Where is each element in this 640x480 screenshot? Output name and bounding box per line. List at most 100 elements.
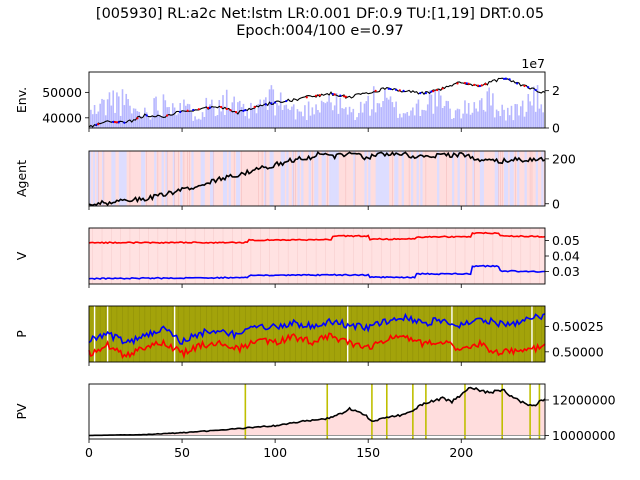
volume-bar bbox=[103, 99, 105, 128]
volume-bar bbox=[203, 116, 206, 128]
sell-action-band bbox=[336, 151, 339, 206]
volume-bar bbox=[399, 113, 401, 128]
volume-bar bbox=[201, 112, 204, 128]
volume-bar bbox=[425, 110, 427, 128]
volume-bar bbox=[237, 102, 239, 128]
volume-bar bbox=[250, 102, 252, 128]
x-tick-label: 200 bbox=[449, 445, 473, 460]
volume-bar bbox=[359, 101, 362, 128]
volume-bar bbox=[155, 96, 157, 128]
volume-bar bbox=[343, 108, 345, 128]
volume-bar bbox=[298, 111, 301, 128]
volume-bar bbox=[140, 116, 142, 128]
volume-bar bbox=[510, 105, 513, 128]
sell-action-band bbox=[384, 151, 388, 206]
volume-bar bbox=[542, 112, 544, 128]
volume-bar bbox=[291, 106, 293, 128]
sell-action-band bbox=[451, 151, 455, 206]
volume-bar bbox=[320, 100, 323, 128]
volume-bar bbox=[503, 109, 505, 128]
volume-bar bbox=[369, 115, 371, 128]
volume-bar bbox=[119, 115, 122, 128]
volume-bar bbox=[231, 102, 234, 128]
volume-bar bbox=[345, 107, 347, 128]
volume-bar bbox=[447, 101, 450, 128]
agent-ylabel: Agent bbox=[14, 160, 29, 197]
volume-bar bbox=[322, 102, 325, 128]
volume-bar bbox=[453, 118, 455, 128]
sell-action-band bbox=[505, 151, 509, 206]
volume-bar bbox=[464, 100, 466, 128]
volume-bar bbox=[371, 109, 373, 128]
volume-bar bbox=[432, 113, 435, 128]
sell-action-band bbox=[509, 151, 512, 206]
volume-bar bbox=[97, 111, 100, 128]
volume-bar bbox=[328, 95, 330, 128]
sell-action-band bbox=[524, 151, 527, 206]
y-tick-label: 40000 bbox=[42, 110, 82, 125]
sell-action-band bbox=[286, 151, 289, 206]
buy-marker bbox=[480, 84, 483, 87]
volume-bar bbox=[110, 105, 113, 128]
sell-marker bbox=[274, 101, 277, 104]
volume-bar bbox=[244, 116, 247, 128]
buy-marker bbox=[398, 89, 401, 92]
volume-bar bbox=[179, 103, 181, 128]
volume-bar bbox=[222, 95, 224, 128]
policy-sell-line bbox=[88, 312, 546, 346]
buy-marker bbox=[344, 95, 347, 98]
volume-bar bbox=[95, 113, 98, 128]
volume-bar bbox=[157, 110, 159, 128]
buy-marker bbox=[473, 83, 476, 86]
volume-bar bbox=[456, 108, 459, 128]
volume-bar bbox=[382, 101, 384, 128]
buy-marker bbox=[523, 84, 526, 88]
volume-bar bbox=[400, 117, 403, 128]
volume-bar bbox=[209, 104, 211, 128]
volume-bar bbox=[529, 101, 531, 128]
volume-bar bbox=[466, 113, 468, 128]
volume-bar bbox=[224, 114, 226, 128]
sell-action-band bbox=[291, 151, 295, 206]
volume-bar bbox=[242, 103, 245, 128]
sell-marker bbox=[395, 88, 398, 91]
volume-bar bbox=[285, 104, 288, 128]
sell-action-band bbox=[323, 151, 326, 206]
volume-bar bbox=[121, 89, 124, 128]
volume-bar bbox=[531, 105, 533, 128]
volume-bar bbox=[192, 120, 195, 128]
y-tick-label: 50000 bbox=[42, 85, 82, 100]
buy-marker bbox=[113, 121, 117, 124]
sell-marker bbox=[123, 121, 126, 124]
volume-bar bbox=[443, 106, 446, 128]
y-tick-label: 200 bbox=[552, 151, 576, 166]
sell-marker bbox=[478, 84, 481, 88]
volume-bar bbox=[287, 108, 289, 128]
volume-bar bbox=[408, 115, 410, 128]
sell-action-band bbox=[334, 151, 337, 206]
volume-bar bbox=[265, 97, 267, 128]
volume-bar bbox=[248, 118, 250, 128]
sell-action-band bbox=[457, 151, 460, 206]
volume-bar bbox=[479, 100, 481, 128]
volume-bar bbox=[190, 112, 193, 128]
volume-bar bbox=[441, 108, 444, 128]
volume-bar bbox=[477, 111, 479, 128]
sell-marker bbox=[264, 103, 267, 106]
x-tick-label: 50 bbox=[174, 445, 190, 460]
volume-bar bbox=[462, 113, 464, 128]
sell-action-band bbox=[394, 151, 397, 206]
volume-bar bbox=[205, 97, 208, 128]
volume-bar bbox=[304, 105, 306, 128]
volume-bar bbox=[378, 103, 381, 128]
sell-action-band bbox=[321, 151, 324, 206]
sell-marker bbox=[192, 108, 195, 112]
volume-bar bbox=[410, 110, 412, 128]
y-tick-label: 0.04 bbox=[552, 249, 580, 264]
volume-bar bbox=[439, 95, 442, 128]
chart-title: [005930] RL:a2c Net:lstm LR:0.001 DF:0.9… bbox=[0, 6, 640, 40]
volume-bar bbox=[261, 105, 263, 128]
sell-marker bbox=[502, 77, 506, 80]
y-tick-label: 0.50000 bbox=[552, 344, 604, 359]
